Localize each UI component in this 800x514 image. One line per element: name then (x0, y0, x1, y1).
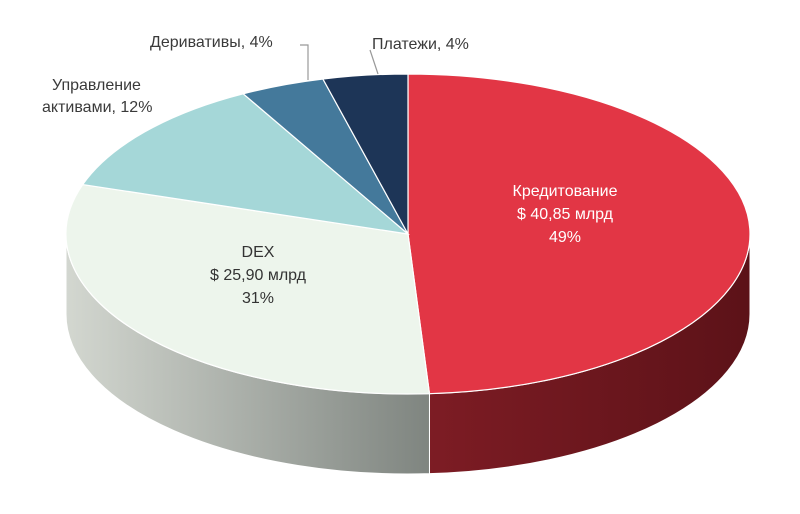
pie-slice-0 (407, 73, 751, 395)
leader-line-payments (369, 49, 379, 75)
pie-tops (65, 73, 751, 395)
label-lending-value: $ 40,85 млрд (517, 206, 614, 223)
pie-slice-4 (321, 73, 409, 235)
label-dex-percent: 31% (242, 290, 274, 307)
label-lending-name: Кредитование (513, 183, 618, 200)
label-asset-mgmt-line2: активами, 12% (42, 99, 152, 116)
leader-line-derivatives (300, 44, 309, 80)
pie-slice-1 (65, 183, 431, 395)
label-dex-value: $ 25,90 млрд (210, 267, 307, 284)
label-lending-percent: 49% (549, 229, 581, 246)
label-asset-mgmt-line1: Управление (52, 77, 141, 94)
pie-slice-2 (81, 93, 410, 235)
label-derivatives: Деривативы, 4% (150, 34, 273, 51)
label-payments: Платежи, 4% (372, 36, 469, 53)
label-dex-name: DEX (242, 244, 275, 261)
